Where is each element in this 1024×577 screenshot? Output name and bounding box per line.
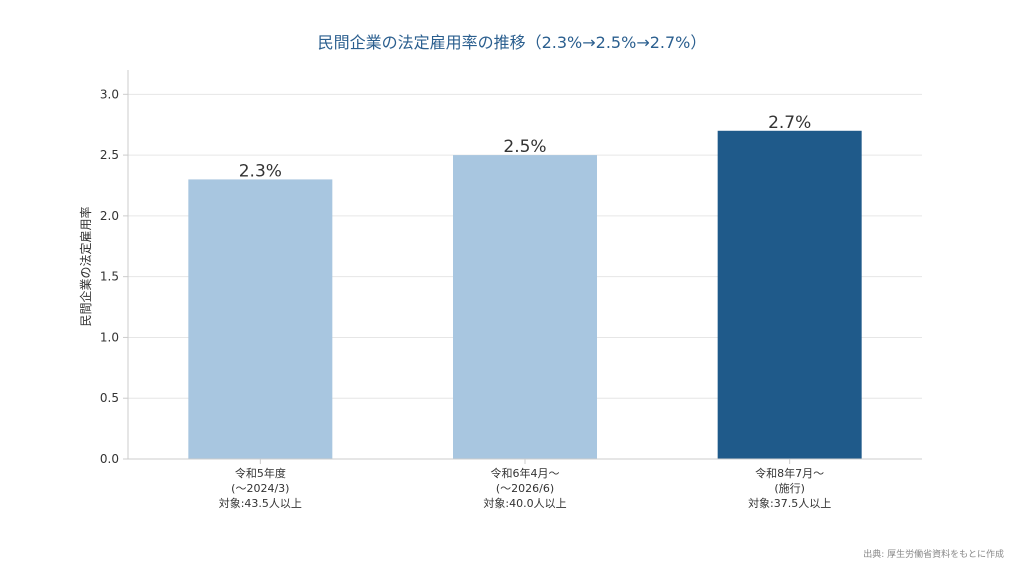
x-tick-label-line: (～2024/3) [231, 482, 289, 495]
x-tick-label-line: 対象:37.5人以上 [748, 496, 831, 510]
y-tick-label: 2.5 [100, 148, 119, 162]
x-tick-label-line: (～2026/6) [496, 482, 554, 495]
chart-title: 民間企業の法定雇用率の推移（2.3%→2.5%→2.7%） [318, 33, 707, 52]
y-axis-title: 民間企業の法定雇用率 [78, 206, 93, 326]
bar [188, 179, 333, 459]
y-tick-label: 0.5 [100, 391, 119, 405]
x-axis: 令和5年度 (～2024/3)対象:43.5人以上 令和6年4月～ (～2026/6)… [128, 458, 922, 510]
x-tick-label-line: 対象:43.5人以上 [219, 496, 302, 510]
y-tick-label: 1.5 [100, 270, 119, 284]
bar [717, 130, 862, 459]
y-tick-label: 0.0 [100, 452, 119, 466]
y-tick-label: 2.0 [100, 209, 119, 223]
bar [453, 155, 597, 459]
x-tick-label: 令和5年度 (～2024/3)対象:43.5人以上 [219, 466, 302, 510]
x-tick-label-line: 令和5年度 [235, 466, 286, 480]
data-label: 2.7% [768, 113, 811, 133]
y-axis: 0.0 0.5 1.0 1.5 2.0 2.5 3.0 [100, 70, 129, 466]
x-tick-label-line: 令和8年7月～ [755, 466, 824, 480]
source-note: 出典: 厚生労働省資料をもとに作成 [863, 548, 1004, 560]
data-label: 2.3% [239, 161, 282, 181]
x-tick-label-line: 令和6年4月～ [491, 466, 560, 480]
x-tick-label: 令和6年4月～ (～2026/6)対象:40.0人以上 [483, 466, 566, 510]
y-tick-label: 3.0 [100, 87, 119, 101]
y-tick-label: 1.0 [100, 330, 119, 344]
data-labels-layer: 2.3% 2.5% 2.7% [239, 113, 812, 182]
data-label: 2.5% [503, 137, 546, 157]
bars-layer [188, 130, 862, 459]
x-tick-label-line: (施行) [774, 482, 805, 495]
x-tick-label-line: 対象:40.0人以上 [483, 496, 566, 510]
x-tick-label: 令和8年7月～ (施行)対象:37.5人以上 [748, 466, 831, 510]
